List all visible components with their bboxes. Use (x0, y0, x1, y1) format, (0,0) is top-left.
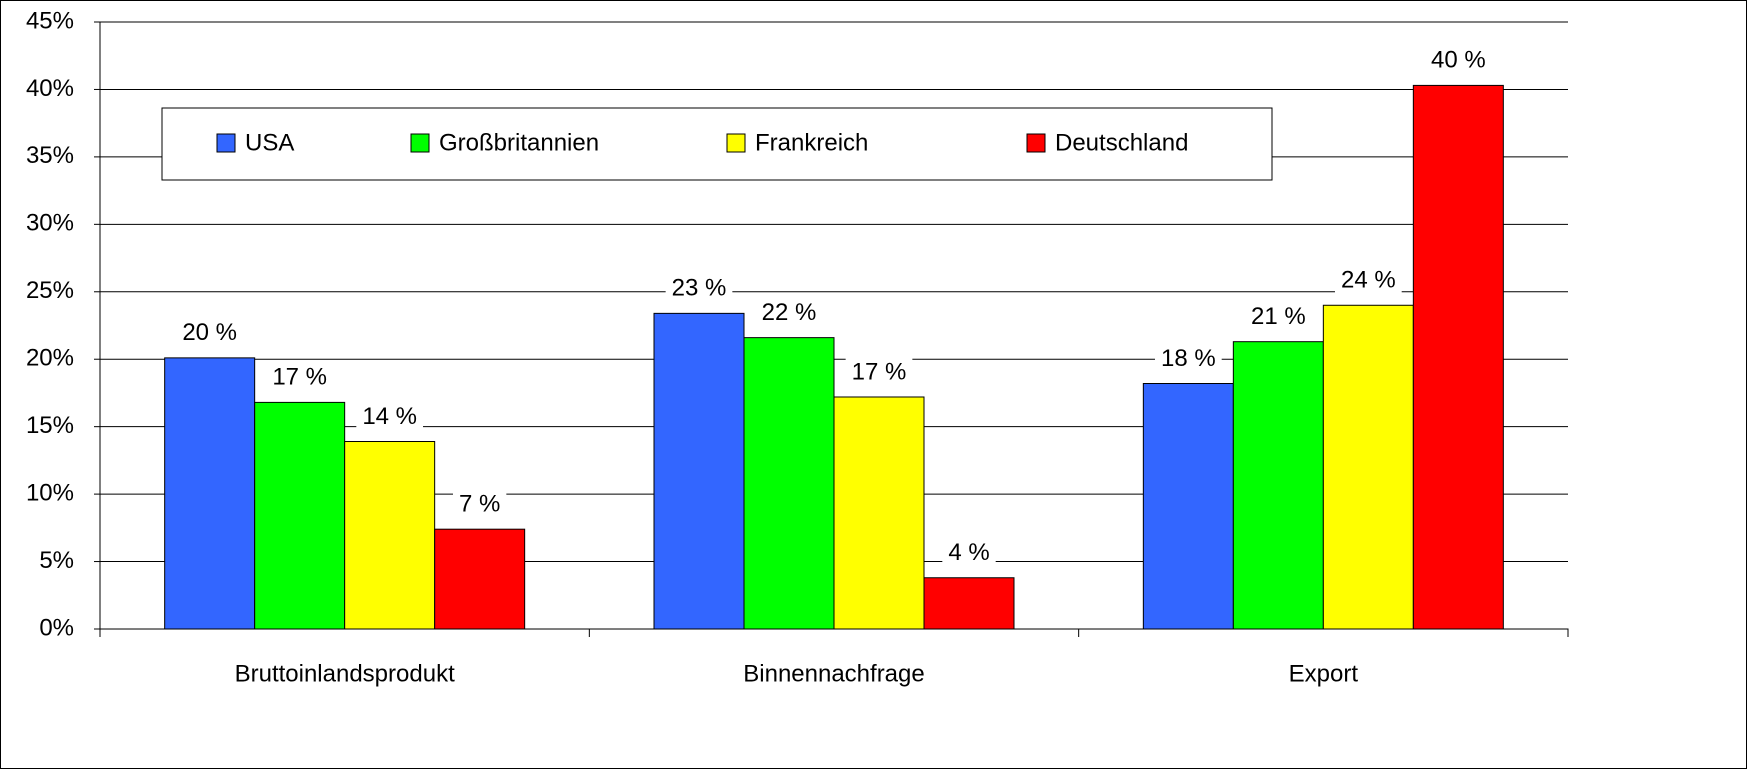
value-label: 17 % (852, 358, 907, 385)
value-label: 17 % (272, 364, 327, 391)
value-label: 23 % (672, 275, 727, 302)
y-tick-label: 45% (26, 7, 74, 34)
bar (1142, 383, 1234, 630)
x-tick-label: Binnennachfrage (743, 660, 924, 687)
value-label-bg (845, 358, 913, 386)
value-label-bg (356, 402, 424, 430)
x-tick-label: Export (1289, 660, 1359, 687)
y-tick-label: 15% (26, 412, 74, 439)
legend-label: USA (245, 129, 294, 156)
value-label-bg (942, 539, 996, 567)
value-label: 24 % (1341, 267, 1396, 294)
legend-swatch (410, 133, 430, 153)
value-label: 21 % (1251, 303, 1306, 330)
value-label: 40 % (1431, 47, 1486, 74)
y-tick-label: 0% (39, 614, 74, 641)
value-label-bg (755, 298, 823, 326)
value-label: 18 % (1161, 345, 1216, 372)
value-label-bg (1154, 344, 1222, 372)
legend-swatch (1026, 133, 1046, 153)
bar (254, 401, 346, 630)
value-label-bg (266, 363, 334, 391)
y-tick-label: 20% (26, 345, 74, 372)
value-label-bg (452, 490, 507, 518)
value-label: 14 % (362, 403, 417, 430)
x-tick-label: Bruttoinlandsprodukt (235, 660, 455, 687)
bar (833, 396, 925, 630)
bar (1322, 304, 1414, 630)
bar (434, 528, 526, 630)
legend-label: Großbritannien (439, 129, 599, 156)
value-label: 22 % (762, 299, 817, 326)
legend-box (161, 107, 1273, 181)
value-label: 20 % (182, 319, 237, 346)
bar (1232, 341, 1324, 630)
value-label-bg (176, 319, 244, 347)
legend-swatch (216, 133, 236, 153)
bar (1412, 84, 1504, 630)
value-label-bg (1424, 46, 1492, 74)
legend-label: Frankreich (755, 129, 868, 156)
value-label: 4 % (948, 539, 989, 566)
bar (743, 337, 835, 630)
legend-label: Deutschland (1055, 129, 1188, 156)
y-tick-label: 5% (39, 547, 74, 574)
bar (164, 357, 256, 630)
legend-swatch (726, 133, 746, 153)
value-label-bg (665, 274, 733, 302)
bar (653, 312, 745, 630)
y-tick-label: 35% (26, 142, 74, 169)
value-label-bg (1334, 266, 1402, 294)
y-tick-label: 10% (26, 479, 74, 506)
bar (923, 577, 1015, 630)
bar (344, 441, 436, 630)
y-tick-label: 40% (26, 75, 74, 102)
y-tick-label: 30% (26, 210, 74, 237)
value-label-bg (1244, 303, 1312, 331)
value-label: 7 % (459, 491, 500, 518)
y-tick-label: 25% (26, 277, 74, 304)
